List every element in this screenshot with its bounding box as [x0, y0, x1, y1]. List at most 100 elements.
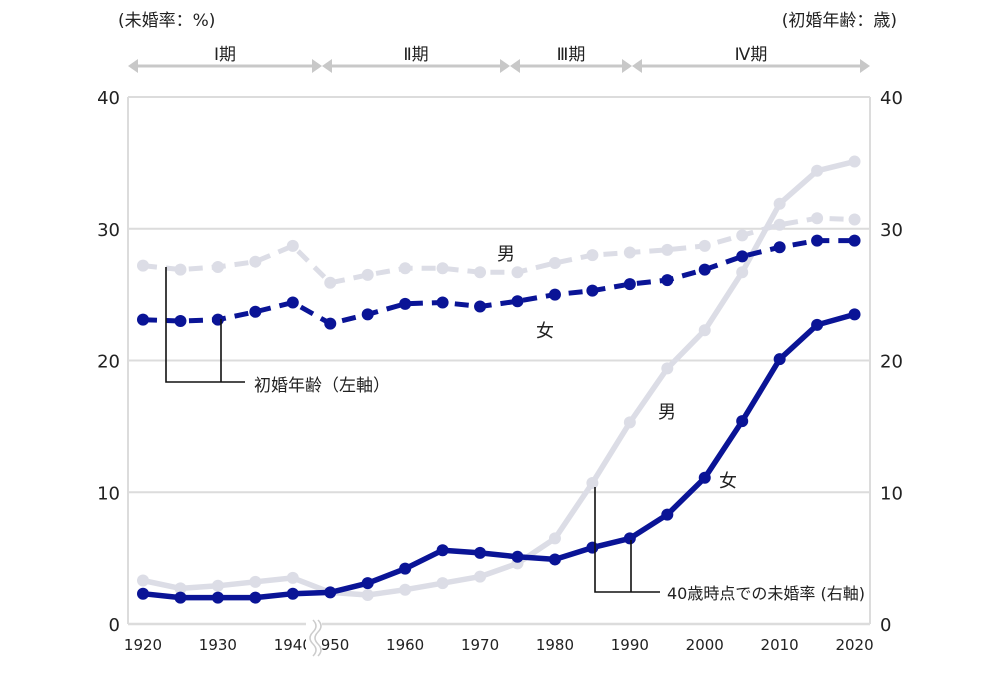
series-age-male — [137, 212, 861, 289]
x-tick-label: 1970 — [461, 636, 499, 654]
data-point — [661, 508, 674, 521]
data-point — [249, 575, 262, 588]
data-point — [548, 553, 561, 566]
x-tick-label: 1920 — [124, 636, 162, 654]
data-point — [286, 571, 299, 584]
x-tick-label: 1990 — [611, 636, 649, 654]
right-y-tick-label: 10 — [880, 483, 903, 504]
age-annotation-bracket — [165, 267, 245, 383]
data-point — [474, 570, 487, 583]
data-point — [736, 250, 749, 263]
series-line — [142, 311, 856, 601]
data-point — [137, 574, 149, 587]
period-label: Ⅳ期 — [735, 45, 768, 65]
data-point — [623, 532, 636, 545]
period-arrow — [128, 59, 322, 73]
data-point — [773, 197, 786, 210]
data-point — [586, 477, 599, 490]
period-label: Ⅱ期 — [403, 45, 428, 65]
data-point — [174, 582, 187, 595]
data-point — [399, 583, 412, 596]
data-point — [773, 218, 786, 231]
data-point — [736, 266, 749, 279]
x-tick-label: 2010 — [761, 636, 799, 654]
male-unmarried-label: 男 — [658, 402, 676, 423]
data-point — [249, 305, 262, 318]
data-point — [623, 278, 636, 291]
data-point — [137, 259, 149, 272]
data-point — [436, 296, 449, 309]
female-age-label: 女 — [536, 321, 554, 342]
data-point — [474, 266, 487, 279]
period-arrow — [322, 59, 510, 73]
data-point — [249, 255, 262, 268]
series-line — [142, 158, 856, 598]
period-label: Ⅲ期 — [557, 45, 586, 65]
male-age-label: 男 — [497, 244, 515, 265]
unmarried-annotation-label: 40歳時点での未婚率 (右軸) — [667, 584, 865, 603]
data-point — [137, 587, 149, 600]
left-y-tick-label: 10 — [97, 483, 120, 504]
data-point — [586, 541, 599, 554]
female-unmarried-label: 女 — [719, 471, 737, 492]
period-label: Ⅰ期 — [214, 45, 236, 65]
data-point — [286, 587, 299, 600]
data-point — [324, 317, 337, 330]
data-point — [211, 260, 224, 273]
data-point — [324, 586, 337, 599]
left-y-tick-label: 0 — [109, 615, 120, 636]
data-point — [511, 266, 524, 279]
data-point — [474, 546, 487, 559]
right-y-tick-label: 20 — [880, 352, 903, 373]
data-point — [848, 308, 861, 321]
data-point — [586, 284, 599, 297]
data-point — [661, 243, 674, 256]
right-y-tick-label: 0 — [880, 615, 891, 636]
data-point — [286, 296, 299, 309]
data-point — [511, 295, 524, 308]
data-point — [848, 155, 861, 168]
data-point — [811, 318, 824, 331]
axis-break-mark — [309, 619, 322, 657]
data-point — [399, 262, 412, 275]
data-point — [174, 591, 187, 604]
age-annotation-label: 初婚年齢（左軸） — [254, 376, 390, 396]
data-point — [324, 276, 337, 289]
data-point — [548, 532, 561, 545]
right-y-tick-label: 30 — [880, 220, 903, 241]
left-y-tick-label: 30 — [97, 220, 120, 241]
series-line — [142, 238, 855, 327]
unmarried-annotation-bracket — [594, 487, 660, 593]
data-point — [399, 297, 412, 310]
data-point — [698, 471, 711, 484]
x-tick-label: 1930 — [199, 636, 237, 654]
data-point — [361, 577, 374, 590]
period-arrow — [632, 59, 870, 73]
data-point — [361, 308, 374, 321]
data-point — [623, 246, 636, 259]
x-tick-label: 1980 — [536, 636, 574, 654]
left-axis-label: (未婚率：%) — [118, 11, 215, 31]
x-tick-label: 1940 — [274, 636, 312, 654]
data-point — [661, 274, 674, 287]
data-point — [399, 562, 412, 575]
data-point — [174, 263, 187, 276]
data-point — [361, 589, 374, 602]
data-point — [211, 579, 224, 592]
data-point — [811, 164, 824, 177]
data-point — [137, 313, 149, 326]
data-point — [623, 416, 636, 429]
data-point — [773, 241, 786, 254]
data-point — [736, 229, 749, 242]
left-y-tick-label: 20 — [97, 352, 120, 373]
data-point — [249, 591, 262, 604]
right-axis-label: (初婚年齢：歳) — [782, 11, 897, 31]
x-tick-label: 1960 — [386, 636, 424, 654]
data-point — [548, 288, 561, 301]
data-point — [436, 577, 449, 590]
data-point — [361, 268, 374, 281]
series-age-female — [137, 234, 861, 330]
data-point — [174, 314, 187, 327]
data-point — [698, 263, 711, 276]
